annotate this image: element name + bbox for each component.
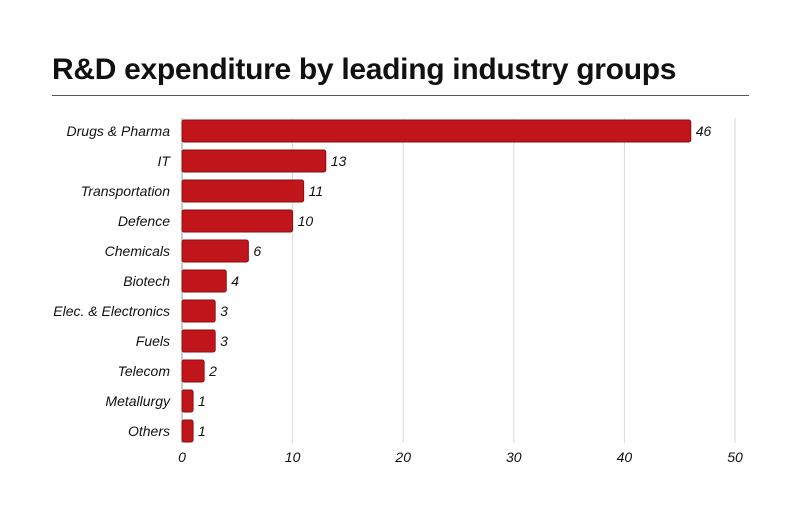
value-label: 2: [208, 363, 217, 379]
category-labels: Drugs & Pharma IT Transportation Defence Che…: [53, 123, 171, 439]
bar: [181, 209, 294, 233]
value-label: 6: [253, 243, 261, 259]
value-label: 11: [309, 183, 324, 199]
category-label: Defence: [118, 213, 170, 229]
title-divider: [52, 95, 749, 96]
category-label: Biotech: [123, 273, 170, 289]
bar: [181, 119, 692, 143]
bar: [181, 329, 216, 353]
x-tick-label: 40: [617, 449, 633, 465]
category-label: Elec. & Electronics: [53, 303, 170, 319]
x-tick-label: 0: [178, 449, 186, 465]
bar: [181, 359, 205, 383]
x-axis-ticks: 0 10 20 30 40 50: [178, 449, 743, 465]
value-label: 1: [198, 393, 206, 409]
x-tick-label: 10: [285, 449, 301, 465]
bar: [181, 149, 327, 173]
value-label: 1: [198, 423, 206, 439]
category-label: Others: [128, 423, 170, 439]
value-label: 3: [220, 333, 228, 349]
category-label: Telecom: [118, 363, 171, 379]
bar: [181, 269, 227, 293]
category-label: Chemicals: [105, 243, 170, 259]
bar: [181, 389, 194, 413]
bar: [181, 239, 249, 263]
value-label: 46: [696, 123, 712, 139]
x-tick-label: 50: [727, 449, 743, 465]
category-label: Fuels: [136, 333, 170, 349]
category-label: Transportation: [81, 183, 170, 199]
bars: [181, 119, 692, 443]
chart-title: R&D expenditure by leading industry grou…: [52, 53, 677, 86]
bar: [181, 179, 305, 203]
value-label: 3: [220, 303, 228, 319]
category-label: IT: [158, 153, 172, 169]
bar: [181, 419, 194, 443]
x-tick-label: 20: [394, 449, 411, 465]
category-label: Metallurgy: [105, 393, 171, 409]
bar: [181, 299, 216, 323]
x-tick-label: 30: [506, 449, 522, 465]
value-label: 4: [231, 273, 239, 289]
category-label: Drugs & Pharma: [67, 123, 171, 139]
value-label: 13: [331, 153, 347, 169]
value-label: 10: [298, 213, 314, 229]
